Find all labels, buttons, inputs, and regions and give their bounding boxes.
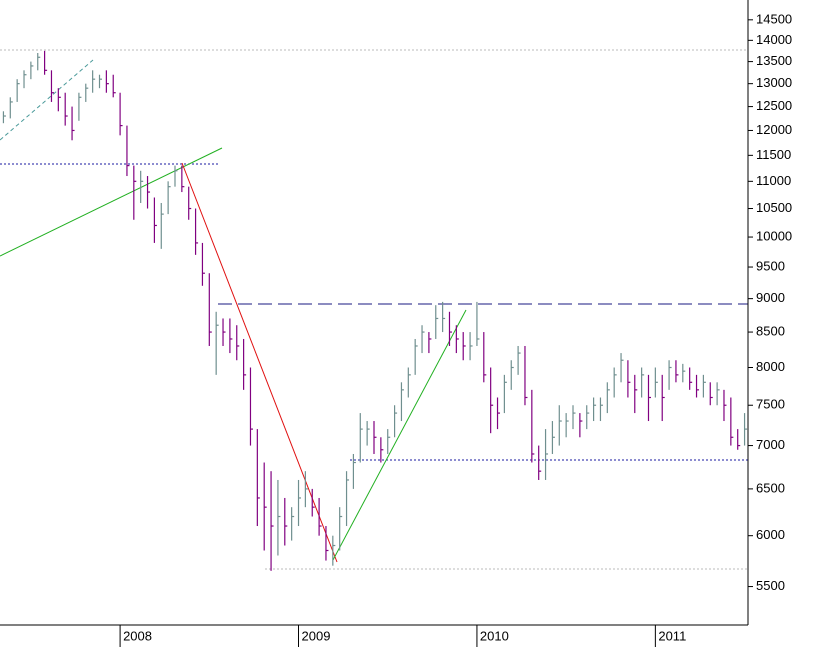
y-tick-label: 10500 xyxy=(756,200,792,215)
y-tick-label: 9500 xyxy=(756,258,785,273)
y-tick-label: 12000 xyxy=(756,122,792,137)
x-tick-label: 2008 xyxy=(123,628,152,643)
y-tick-label: 5500 xyxy=(756,578,785,593)
y-tick-label: 9000 xyxy=(756,290,785,305)
y-tick-label: 7000 xyxy=(756,437,785,452)
x-tick-label: 2011 xyxy=(658,628,686,643)
x-tick-label: 2010 xyxy=(480,628,509,643)
y-tick-label: 13000 xyxy=(756,75,792,90)
y-tick-label: 8000 xyxy=(756,359,785,374)
y-tick-label: 12500 xyxy=(756,98,792,113)
x-tick-label: 2009 xyxy=(302,628,331,643)
trend-line xyxy=(332,309,467,561)
y-tick-label: 6500 xyxy=(756,480,785,495)
trend-line xyxy=(0,147,223,257)
y-tick-label: 10000 xyxy=(756,228,792,243)
y-tick-label: 13500 xyxy=(756,53,792,68)
y-tick-label: 6000 xyxy=(756,527,785,542)
annotations xyxy=(0,49,748,570)
y-tick-label: 11500 xyxy=(756,147,791,162)
trend-line xyxy=(181,162,338,563)
y-tick-label: 8500 xyxy=(756,323,785,338)
y-tick-label: 14500 xyxy=(756,11,792,26)
y-tick-label: 11000 xyxy=(756,173,791,188)
y-tick-label: 7500 xyxy=(756,397,785,412)
y-tick-label: 14000 xyxy=(756,32,792,47)
